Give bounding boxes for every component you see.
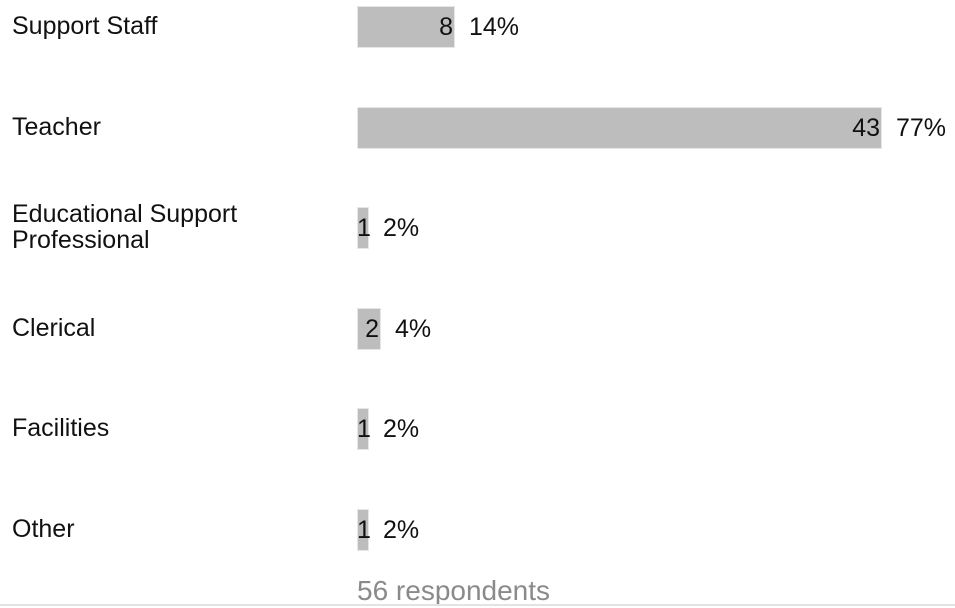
- count-label-facilities: 1: [357, 415, 371, 443]
- percent-label-support-staff: 14%: [469, 13, 520, 41]
- category-label-clerical: Clerical: [12, 313, 96, 342]
- percent-label-teacher: 77%: [896, 113, 947, 142]
- percent-label-clerical: 4%: [395, 314, 432, 343]
- bar-support-staff: [357, 6, 455, 48]
- count-label-other: 1: [357, 515, 371, 544]
- count-label-teacher: 43: [852, 113, 880, 142]
- category-label-educational-support-professional: Educational Support Professional: [12, 200, 238, 254]
- bar-educational-support-professional: [357, 207, 369, 249]
- count-label-educational-support-professional: 1: [357, 214, 371, 242]
- category-label-support-staff: Support Staff: [12, 12, 158, 40]
- respondent-count: 56 respondents: [357, 575, 551, 606]
- bar-clerical: [357, 307, 381, 350]
- bottom-divider: [0, 604, 955, 606]
- percent-label-facilities: 2%: [383, 415, 420, 443]
- category-label-teacher: Teacher: [12, 112, 101, 141]
- category-label-facilities: Facilities: [12, 414, 110, 442]
- bar-teacher: [357, 106, 882, 149]
- percent-label-other: 2%: [383, 515, 420, 544]
- category-label-other: Other: [12, 514, 75, 543]
- percent-label-educational-support-professional: 2%: [383, 214, 420, 242]
- bar-other: [357, 508, 369, 551]
- bar-facilities: [357, 408, 369, 450]
- count-label-support-staff: 8: [439, 13, 453, 41]
- count-label-clerical: 2: [365, 314, 379, 343]
